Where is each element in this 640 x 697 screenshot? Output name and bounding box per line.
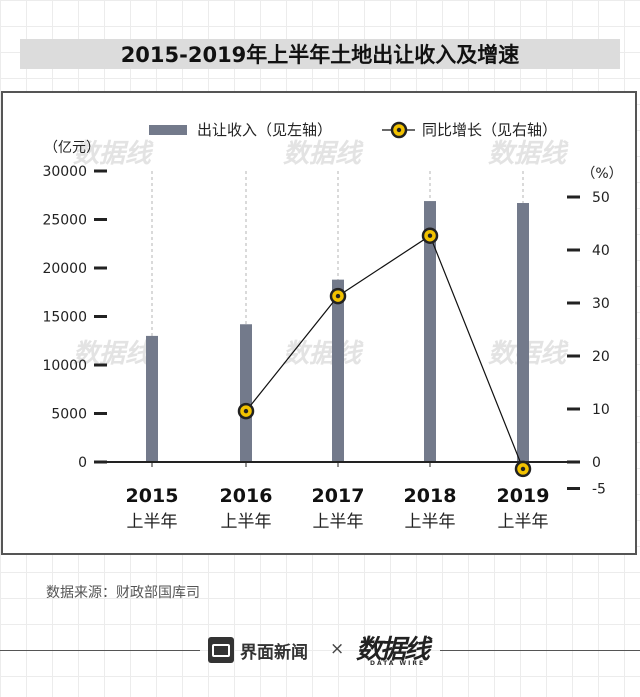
left-tick-label-4: 20000: [42, 261, 87, 277]
left-tick-label-1: 5000: [51, 407, 87, 423]
right-axis-unit: （%）: [581, 166, 622, 182]
footer-line-right: [440, 650, 640, 651]
watermark-2: 数据线: [488, 139, 569, 169]
chart-frame: 数据线数据线数据线数据线数据线数据线（亿元）（%）050001000015000…: [1, 91, 637, 555]
datawire-logo-subtext: DATA WIRE: [370, 660, 426, 667]
growth-marker-center-2019: [520, 466, 526, 472]
right-tick-label-0: -5: [592, 482, 606, 498]
watermark-3: 数据线: [73, 339, 154, 369]
growth-marker-center-2018: [427, 233, 433, 238]
x-label-year-2017: 2017: [312, 485, 365, 507]
legend-bar-swatch: [149, 125, 187, 135]
legend-bar-label: 出让收入（见左轴）: [197, 121, 332, 139]
x-label-sub-2017: 上半年: [313, 512, 364, 532]
footer-separator: ×: [330, 639, 345, 659]
growth-line: [245, 234, 524, 470]
bar-2015: [146, 335, 158, 462]
left-axis-unit: （亿元）: [44, 140, 100, 156]
legend-line-marker-center: [396, 127, 402, 133]
x-label-sub-2019: 上半年: [498, 512, 549, 532]
x-label-year-2016: 2016: [220, 485, 273, 507]
data-source: 数据来源：财政部国库司: [46, 585, 200, 601]
left-tick-label-6: 30000: [42, 164, 87, 180]
growth-marker-center-2016: [243, 408, 249, 414]
right-tick-label-4: 30: [592, 296, 610, 312]
watermark-1: 数据线: [283, 139, 364, 169]
x-label-sub-2015: 上半年: [127, 512, 178, 532]
jiemian-logo-icon: [208, 637, 234, 663]
datawire-logo: 数据线 DATA WIRE: [356, 632, 430, 668]
bar-2019: [517, 203, 529, 462]
title-bar: 2015-2019年上半年土地出让收入及增速: [20, 39, 620, 69]
growth-marker-center-2017: [335, 293, 341, 299]
footer-line-left: [0, 650, 200, 651]
jiemian-logo-text: 界面新闻: [240, 642, 308, 663]
left-tick-label-3: 15000: [42, 310, 87, 326]
footer: 界面新闻 × 数据线 DATA WIRE: [0, 632, 640, 668]
bar-2018: [424, 201, 436, 462]
x-label-year-2015: 2015: [126, 485, 179, 507]
right-tick-label-1: 0: [592, 455, 601, 471]
x-label-year-2019: 2019: [497, 485, 550, 507]
x-label-year-2018: 2018: [404, 485, 457, 507]
left-tick-label-0: 0: [78, 455, 87, 471]
x-label-sub-2018: 上半年: [405, 512, 456, 532]
x-label-sub-2016: 上半年: [221, 512, 272, 532]
chart-svg: 数据线数据线数据线数据线数据线数据线（亿元）（%）050001000015000…: [42, 121, 622, 532]
chart-title: 2015-2019年上半年土地出让收入及增速: [120, 43, 520, 67]
watermark-0: 数据线: [73, 139, 154, 169]
bar-2016: [240, 324, 252, 462]
jiemian-logo: 界面新闻: [208, 636, 308, 664]
right-tick-label-5: 40: [592, 243, 610, 259]
watermark-4: 数据线: [283, 339, 364, 369]
bar-2017: [332, 279, 344, 462]
legend-line-label: 同比增长（见右轴）: [422, 121, 557, 139]
datawire-logo-text: 数据线: [356, 635, 430, 665]
right-tick-label-3: 20: [592, 349, 610, 365]
left-tick-label-5: 25000: [42, 213, 87, 229]
right-tick-label-6: 50: [592, 190, 610, 206]
left-tick-label-2: 10000: [42, 358, 87, 374]
right-tick-label-2: 10: [592, 402, 610, 418]
